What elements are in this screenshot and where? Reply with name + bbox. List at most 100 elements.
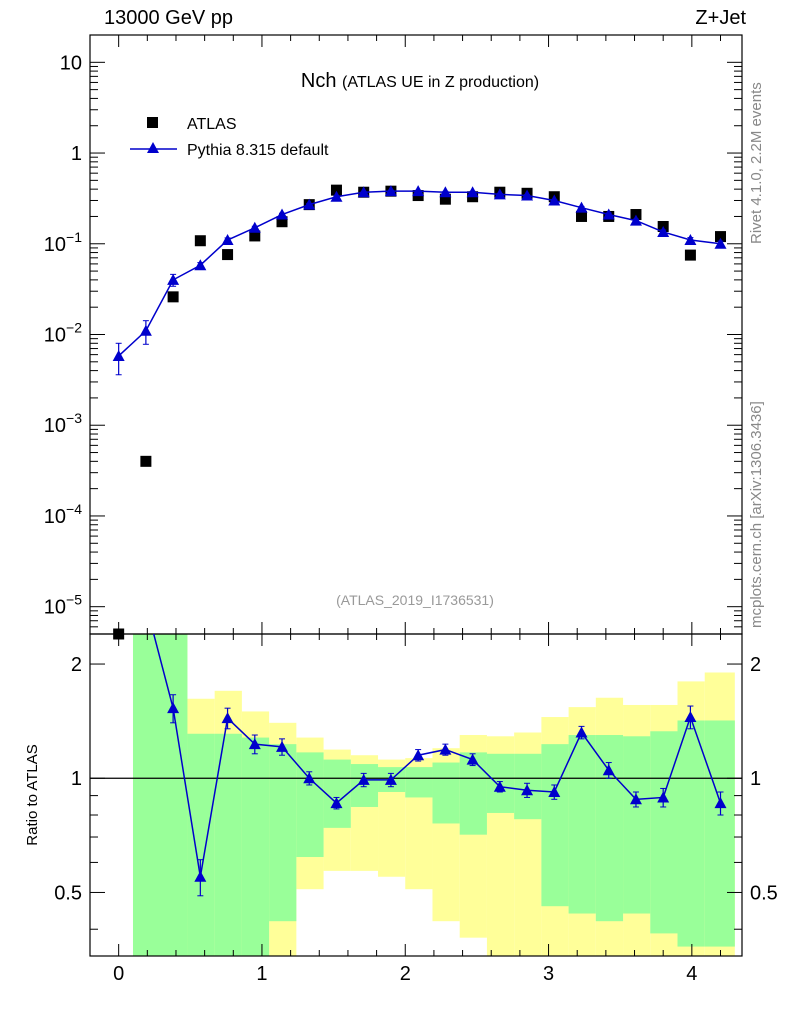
y-tick-label: 10−1	[44, 229, 82, 256]
ratio-data-point	[412, 749, 425, 761]
y-tick-base: 10	[44, 234, 66, 256]
pythia-data-point	[548, 194, 561, 206]
plot-subtitle: (ATLAS UE in Z production)	[342, 74, 539, 91]
y-tick-exponent: −4	[66, 501, 82, 517]
ratio-data-point	[575, 726, 588, 738]
pythia-series	[112, 185, 727, 376]
atlas-data-point	[576, 210, 588, 222]
atlas-data-point	[684, 249, 696, 261]
ratio-data-point	[221, 712, 234, 724]
pythia-data-point	[194, 259, 207, 271]
ratio-data-point	[493, 780, 506, 792]
ratio-y-tick-label-right: 0.5	[750, 882, 778, 904]
pythia-data-point	[521, 189, 534, 201]
legend-pythia-label: Pythia 8.315 default	[187, 142, 329, 159]
y-tick-label: 10−5	[44, 592, 82, 619]
atlas-data-point	[113, 628, 125, 640]
inner-band-bin	[432, 762, 460, 824]
atlas-data-point	[276, 216, 288, 228]
atlas-data-point	[194, 235, 206, 247]
y-tick-base: 10	[44, 597, 66, 619]
pythia-data-point	[466, 186, 479, 198]
atlas-series	[113, 184, 727, 640]
ratio-data-point	[684, 711, 697, 723]
ratio-data-point	[548, 785, 561, 797]
y-tick-label: 10−4	[44, 501, 82, 528]
ratio-data-point	[629, 793, 642, 805]
pythia-data-point	[714, 237, 727, 249]
pythia-data-point	[139, 324, 152, 336]
pythia-data-point	[384, 185, 397, 197]
x-tick-label: 0	[113, 963, 124, 985]
atlas-data-point	[330, 184, 342, 196]
ratio-data-point	[357, 773, 370, 785]
ratio-data-point	[330, 797, 343, 809]
ratio-data-point	[167, 702, 180, 714]
ratio-data-point	[384, 773, 397, 785]
pythia-data-point	[248, 221, 261, 233]
inner-band-bin	[323, 759, 351, 828]
y-tick-exponent: −1	[66, 229, 82, 245]
ratio-y-tick-label: 1	[71, 768, 82, 790]
ratio-data-point	[466, 753, 479, 765]
inner-band-bin	[132, 634, 188, 956]
legend-pythia-marker	[147, 142, 159, 153]
inner-band-bin	[405, 767, 433, 798]
ratio-y-tick-label-right: 1	[750, 768, 761, 790]
atlas-data-point	[222, 249, 234, 261]
analysis-id-label: (ATLAS_2019_I1736531)	[336, 592, 494, 608]
pythia-data-point	[167, 273, 180, 285]
ratio-pythia-series	[152, 634, 727, 897]
ratio-data-point	[276, 740, 289, 752]
atlas-data-point	[249, 230, 261, 242]
ratio-pythia-line	[152, 634, 722, 877]
ratio-data-point	[714, 797, 727, 809]
y-tick-label: 10	[60, 52, 82, 74]
inner-band-bin	[350, 764, 379, 807]
pythia-data-point	[357, 186, 370, 198]
y-tick-exponent: −5	[66, 592, 82, 608]
pythia-data-point	[412, 185, 425, 197]
header-right-process: Z+Jet	[695, 7, 746, 29]
y-tick-label: 10−2	[44, 320, 82, 347]
pythia-data-point	[684, 234, 697, 246]
pythia-data-point	[276, 208, 289, 220]
pythia-data-point	[575, 201, 588, 213]
ratio-data-point	[439, 743, 452, 755]
legend-atlas-label: ATLAS	[187, 116, 237, 133]
ratio-y-tick-label: 0.5	[54, 882, 82, 904]
inner-band-bin	[704, 720, 735, 947]
y-tick-label: 10−3	[44, 410, 82, 437]
inner-band-bin	[650, 731, 678, 934]
y-tick-base: 10	[44, 415, 66, 437]
pythia-data-point	[303, 198, 316, 210]
legend-atlas-marker	[147, 117, 158, 128]
plot-title: Nch (ATLAS UE in Z production)	[301, 70, 539, 92]
pythia-line	[118, 190, 721, 357]
ratio-y-axis-label: Ratio to ATLAS	[24, 744, 41, 845]
ratio-plot-frame	[89, 633, 743, 957]
y-tick-label: 1	[71, 143, 82, 165]
y-tick-base: 10	[44, 506, 66, 528]
pythia-data-point	[493, 188, 506, 200]
pythia-data-point	[112, 349, 125, 361]
atlas-data-point	[630, 209, 642, 221]
ratio-bands	[132, 634, 735, 956]
x-tick-label: 1	[256, 963, 267, 985]
inner-band-bin	[623, 736, 651, 914]
pythia-data-point	[439, 186, 452, 198]
atlas-data-point	[167, 291, 179, 303]
inner-band-bin	[459, 752, 487, 835]
plot-title-main: Nch	[301, 70, 342, 92]
inner-band-bin	[677, 720, 705, 947]
pythia-data-point	[602, 208, 615, 220]
ratio-data-point	[248, 738, 261, 750]
atlas-data-point	[140, 455, 152, 467]
ratio-y-tick-label-right: 2	[750, 654, 761, 676]
inner-band-bin	[187, 733, 215, 956]
x-tick-label: 4	[686, 963, 697, 985]
ratio-y-tick-label: 2	[71, 654, 82, 676]
ratio-data-point	[521, 784, 534, 796]
atlas-data-point	[715, 231, 727, 243]
